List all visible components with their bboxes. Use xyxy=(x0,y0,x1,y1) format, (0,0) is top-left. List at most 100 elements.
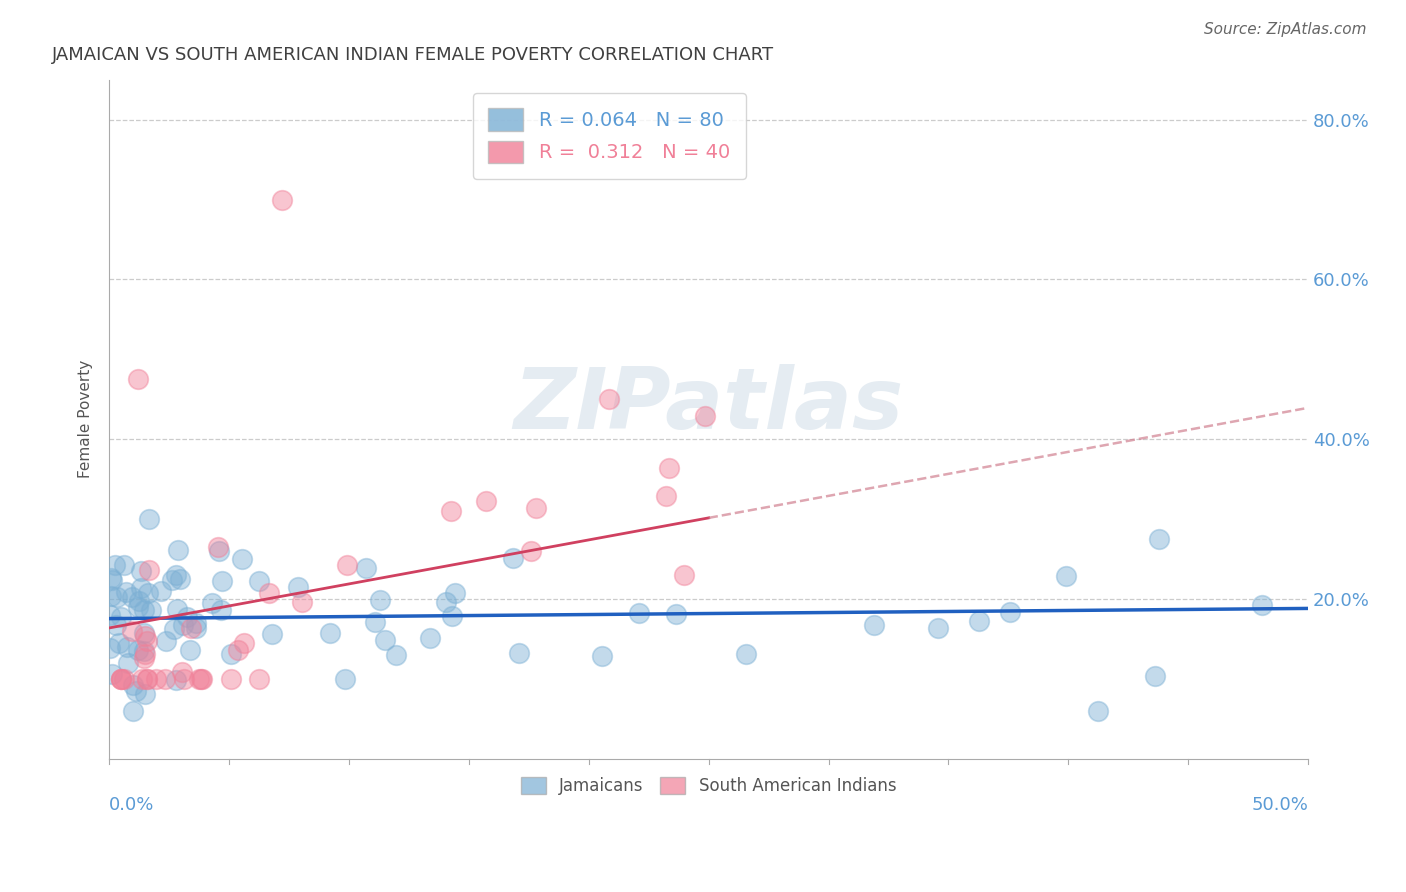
Point xyxy=(231,552,253,566)
Point xyxy=(208,544,231,558)
Point xyxy=(211,574,233,589)
Point xyxy=(287,580,309,594)
Point xyxy=(145,672,167,686)
Point xyxy=(172,618,194,632)
Point xyxy=(201,596,224,610)
Point xyxy=(434,595,457,609)
Point xyxy=(165,567,187,582)
Point xyxy=(121,590,143,604)
Point xyxy=(664,607,686,622)
Point xyxy=(176,609,198,624)
Point xyxy=(998,605,1021,619)
Point xyxy=(110,672,132,686)
Point xyxy=(155,634,177,648)
Point xyxy=(104,558,127,572)
Point xyxy=(179,621,201,635)
Point xyxy=(131,672,153,686)
Point xyxy=(112,558,135,572)
Point xyxy=(166,543,188,558)
Point xyxy=(508,646,530,660)
Point xyxy=(502,551,524,566)
Point xyxy=(226,643,249,657)
Point xyxy=(134,629,156,643)
Point xyxy=(356,561,378,575)
Point xyxy=(117,656,139,670)
Point xyxy=(115,640,138,654)
Point xyxy=(655,489,678,503)
Point xyxy=(219,647,242,661)
Point xyxy=(519,544,541,558)
Point xyxy=(247,672,270,686)
Point xyxy=(160,573,183,587)
Point xyxy=(598,392,620,407)
Point xyxy=(219,672,242,686)
Point xyxy=(385,648,408,662)
Point xyxy=(336,558,359,572)
Point xyxy=(364,615,387,630)
Point xyxy=(190,672,212,686)
Point xyxy=(1054,569,1077,583)
Point xyxy=(188,672,211,686)
Point xyxy=(129,564,152,578)
Point xyxy=(169,572,191,586)
Point xyxy=(1087,704,1109,718)
Point xyxy=(658,461,681,475)
Point xyxy=(110,672,132,686)
Point xyxy=(1250,598,1272,612)
Legend: R = 0.064   N = 80, R =  0.312   N = 40: R = 0.064 N = 80, R = 0.312 N = 40 xyxy=(472,93,745,178)
Point xyxy=(672,567,695,582)
Point xyxy=(101,573,124,587)
Point xyxy=(107,590,129,604)
Point xyxy=(135,672,157,686)
Point xyxy=(114,584,136,599)
Text: 0.0%: 0.0% xyxy=(110,797,155,814)
Point xyxy=(173,672,195,686)
Point xyxy=(191,672,214,686)
Text: Source: ZipAtlas.com: Source: ZipAtlas.com xyxy=(1204,22,1367,37)
Point xyxy=(100,589,122,603)
Point xyxy=(136,634,159,648)
Point xyxy=(524,500,547,515)
Point xyxy=(419,632,441,646)
Point xyxy=(127,372,149,386)
Point xyxy=(967,614,990,628)
Point xyxy=(141,603,163,617)
Point xyxy=(104,618,127,632)
Point xyxy=(186,616,208,631)
Point xyxy=(166,601,188,615)
Point xyxy=(179,642,201,657)
Point xyxy=(129,581,152,595)
Point xyxy=(863,617,886,632)
Point xyxy=(270,193,292,207)
Point xyxy=(247,574,270,588)
Point xyxy=(186,621,208,635)
Point xyxy=(149,584,172,599)
Point xyxy=(1149,533,1171,547)
Point xyxy=(108,636,131,650)
Text: ZIPatlas: ZIPatlas xyxy=(513,364,904,447)
Point xyxy=(100,571,122,585)
Point xyxy=(136,586,159,600)
Point xyxy=(110,672,132,686)
Point xyxy=(368,593,391,607)
Point xyxy=(165,673,187,688)
Point xyxy=(163,622,186,636)
Point xyxy=(98,608,121,623)
Point xyxy=(319,626,342,640)
Point xyxy=(127,600,149,615)
Point xyxy=(693,409,716,423)
Point xyxy=(98,641,121,656)
Point xyxy=(475,493,498,508)
Point xyxy=(128,593,150,607)
Point xyxy=(138,563,160,577)
Point xyxy=(101,667,124,681)
Point xyxy=(110,609,132,624)
Point xyxy=(734,647,756,661)
Point xyxy=(134,687,156,701)
Text: JAMAICAN VS SOUTH AMERICAN INDIAN FEMALE POVERTY CORRELATION CHART: JAMAICAN VS SOUTH AMERICAN INDIAN FEMALE… xyxy=(52,46,773,64)
Point xyxy=(440,609,463,624)
Point xyxy=(155,672,177,686)
Point xyxy=(134,647,156,661)
Point xyxy=(591,648,613,663)
Point xyxy=(1144,669,1167,683)
